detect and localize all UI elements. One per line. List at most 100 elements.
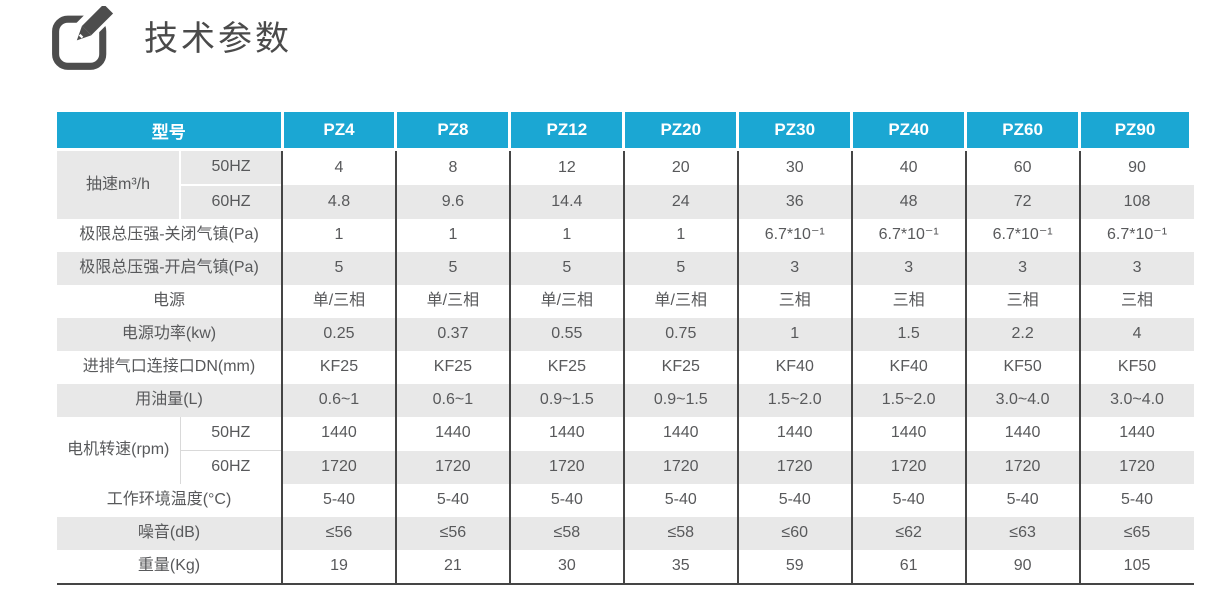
data-cell: 3.0~4.0 [964, 384, 1080, 417]
table-row: 60HZ 1720 1720 1720 1720 1720 1720 1720 1720 [57, 450, 1194, 484]
data-cell: 1440 [622, 417, 738, 451]
table-row: 重量(Kg) 19 21 30 35 59 61 90 105 [57, 550, 1194, 585]
data-cell: KF25 [281, 351, 396, 384]
data-cell: KF25 [508, 351, 624, 384]
data-cell: 5 [622, 252, 738, 285]
data-cell: 1440 [850, 417, 966, 451]
data-cell: 12 [508, 149, 624, 185]
data-cell: 1720 [622, 450, 738, 484]
data-cell: 0.25 [281, 318, 396, 351]
data-cell: 19 [281, 550, 396, 585]
data-cell: 6.7*10⁻¹ [964, 219, 1080, 252]
data-cell: 5-40 [622, 484, 738, 517]
data-cell: 4 [1078, 318, 1194, 351]
data-cell: 60 [964, 149, 1080, 185]
data-cell: 61 [850, 550, 966, 585]
data-cell: 1720 [964, 450, 1080, 484]
data-cell: 21 [394, 550, 510, 585]
table-header-row: 型号 PZ4 PZ8 PZ12 PZ20 PZ30 PZ40 PZ60 PZ90 [57, 112, 1198, 151]
data-cell: 6.7*10⁻¹ [1078, 219, 1194, 252]
data-cell: 3 [850, 252, 966, 285]
data-cell: 三相 [850, 285, 966, 318]
edit-pencil-icon [48, 6, 116, 72]
row-label: 电机转速(rpm) [57, 417, 180, 484]
table-row: 抽速m³/h 50HZ 4 8 12 20 30 40 60 90 [57, 149, 1194, 219]
table-row: 极限总压强-关闭气镇(Pa) 1 1 1 1 6.7*10⁻¹ 6.7*10⁻¹ 6.7*10… [57, 219, 1194, 252]
table-row: 极限总压强-开启气镇(Pa) 5 5 5 5 3 3 3 3 [57, 252, 1194, 285]
data-cell: 1720 [394, 450, 510, 484]
data-cell: ≤62 [850, 517, 966, 550]
data-cell: 5-40 [394, 484, 510, 517]
data-cell: 0.37 [394, 318, 510, 351]
data-cell: 90 [1078, 149, 1194, 185]
data-cell: 3 [964, 252, 1080, 285]
data-cell: 4.8 [281, 185, 396, 219]
row-label: 噪音(dB) [57, 517, 282, 550]
data-cell: KF40 [736, 351, 852, 384]
data-cell: 单/三相 [508, 285, 624, 318]
data-cell: 3.0~4.0 [1078, 384, 1194, 417]
data-cell: 1 [622, 219, 738, 252]
row-sublabel: 60HZ [179, 184, 282, 219]
table-row: 60HZ 4.8 9.6 14.4 24 36 48 72 108 [57, 184, 1194, 219]
model-column-header: PZ4 [280, 112, 396, 151]
data-cell: 14.4 [508, 185, 624, 219]
data-cell: 1.5~2.0 [736, 384, 852, 417]
data-cell: 5-40 [964, 484, 1080, 517]
row-sublabel: 60HZ [179, 450, 282, 484]
data-cell: 三相 [964, 285, 1080, 318]
data-cell: 0.55 [508, 318, 624, 351]
data-cell: 35 [622, 550, 738, 585]
data-cell: 8 [394, 149, 510, 185]
model-column-header: PZ30 [736, 112, 852, 151]
spec-table: 型号 PZ4 PZ8 PZ12 PZ20 PZ30 PZ40 PZ60 PZ90 抽速m³/h… [57, 112, 1198, 585]
model-column-header: PZ40 [850, 112, 966, 151]
data-cell: 1440 [964, 417, 1080, 451]
data-cell: 0.9~1.5 [508, 384, 624, 417]
table-row: 电机转速(rpm) 50HZ 1440 1440 1440 1440 1440 1440 144… [57, 417, 1194, 484]
data-cell: KF40 [850, 351, 966, 384]
data-cell: ≤65 [1078, 517, 1194, 550]
data-cell: 三相 [1078, 285, 1194, 318]
data-cell: 单/三相 [622, 285, 738, 318]
data-cell: ≤63 [964, 517, 1080, 550]
data-cell: 108 [1078, 185, 1194, 219]
data-cell: 0.6~1 [394, 384, 510, 417]
row-label: 电源功率(kw) [57, 318, 282, 351]
data-cell: 0.6~1 [281, 384, 396, 417]
data-cell: 3 [1078, 252, 1194, 285]
model-column-header: PZ90 [1078, 112, 1198, 151]
row-label: 用油量(L) [57, 384, 282, 417]
row-label: 进排气口连接口DN(mm) [57, 351, 282, 384]
data-cell: 1.5 [850, 318, 966, 351]
data-cell: 1720 [508, 450, 624, 484]
row-label: 工作环境温度(°C) [57, 484, 282, 517]
row-label: 电源 [57, 285, 282, 318]
row-label: 极限总压强-关闭气镇(Pa) [57, 219, 282, 252]
row-label: 极限总压强-开启气镇(Pa) [57, 252, 282, 285]
table-row: 用油量(L) 0.6~1 0.6~1 0.9~1.5 0.9~1.5 1.5~2.0 1.5… [57, 384, 1194, 417]
data-cell: KF50 [964, 351, 1080, 384]
data-cell: 90 [964, 550, 1080, 585]
data-cell: ≤56 [281, 517, 396, 550]
data-cell: 5 [394, 252, 510, 285]
row-label: 重量(Kg) [57, 550, 282, 585]
data-cell: 1 [508, 219, 624, 252]
page-title: 技术参数 [144, 20, 292, 58]
data-cell: 36 [736, 185, 852, 219]
data-cell: 1440 [394, 417, 510, 451]
data-cell: 1440 [508, 417, 624, 451]
data-cell: 三相 [736, 285, 852, 318]
data-cell: 9.6 [394, 185, 510, 219]
data-cell: 0.75 [622, 318, 738, 351]
model-column-header: PZ8 [394, 112, 510, 151]
row-sublabel: 50HZ [179, 149, 282, 185]
data-cell: 20 [622, 149, 738, 185]
data-cell: ≤58 [508, 517, 624, 550]
data-cell: 72 [964, 185, 1080, 219]
data-cell: 2.2 [964, 318, 1080, 351]
row-label: 抽速m³/h [57, 149, 180, 219]
data-cell: 105 [1078, 550, 1194, 585]
model-column-header: PZ20 [622, 112, 738, 151]
data-cell: 1440 [736, 417, 852, 451]
